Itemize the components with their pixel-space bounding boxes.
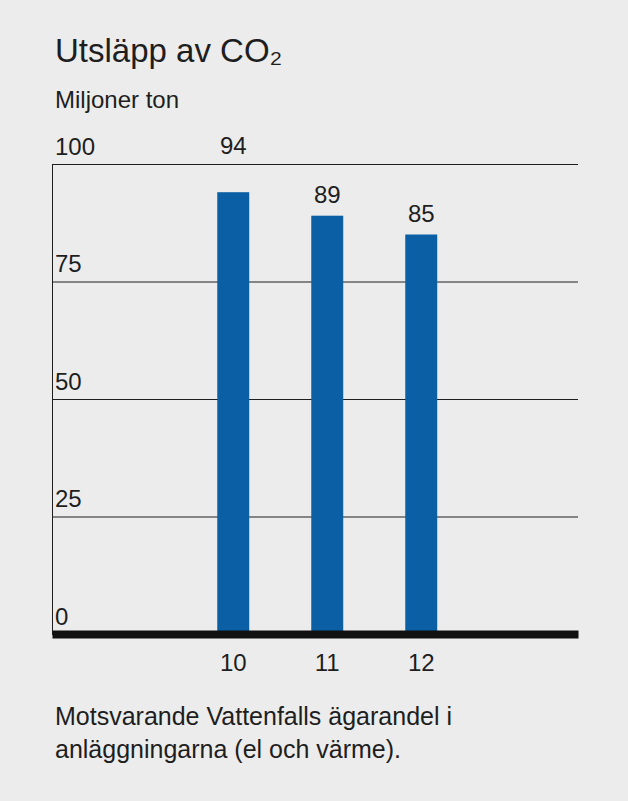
y-tick: 100 [52,133,578,165]
y-axis-label: Miljoner ton [55,86,179,113]
y-tick-label: 0 [55,603,68,630]
y-tick-label: 25 [55,485,82,512]
y-tick-label: 100 [55,133,95,160]
x-axis-line [53,631,579,639]
x-tick: 11 [315,634,340,676]
bars [217,192,437,634]
note: Motsvarande Vattenfalls ägarandel i anlä… [55,700,560,766]
bar [405,235,437,635]
y-tick-label: 50 [55,368,82,395]
y-axis-line [53,165,579,635]
bar [311,216,343,634]
x-axis: 10 11 12 [53,634,579,676]
bar [217,192,249,634]
grid-line [52,634,578,635]
data-label: 94 [220,132,247,159]
x-tick-label: 10 [220,649,247,676]
x-tick-label: 12 [408,649,435,676]
x-tick: 12 [408,634,435,676]
grid-line [52,164,578,165]
data-label: 89 [314,181,341,208]
data-labels: 94 89 85 [220,132,435,227]
data-label: 85 [408,200,435,227]
x-tick-label: 11 [315,649,340,676]
y-axis: 0 25 50 75 100 [52,133,578,635]
chart-container: Utsläpp av CO₂ Miljoner ton 0 25 50 75 100 94 89… [0,0,628,801]
y-tick-label: 75 [55,250,82,277]
chart-svg: Utsläpp av CO₂ Miljoner ton 0 25 50 75 100 94 89… [0,0,628,801]
title: Utsläpp av CO₂ [55,32,282,69]
x-tick: 10 [220,634,247,676]
